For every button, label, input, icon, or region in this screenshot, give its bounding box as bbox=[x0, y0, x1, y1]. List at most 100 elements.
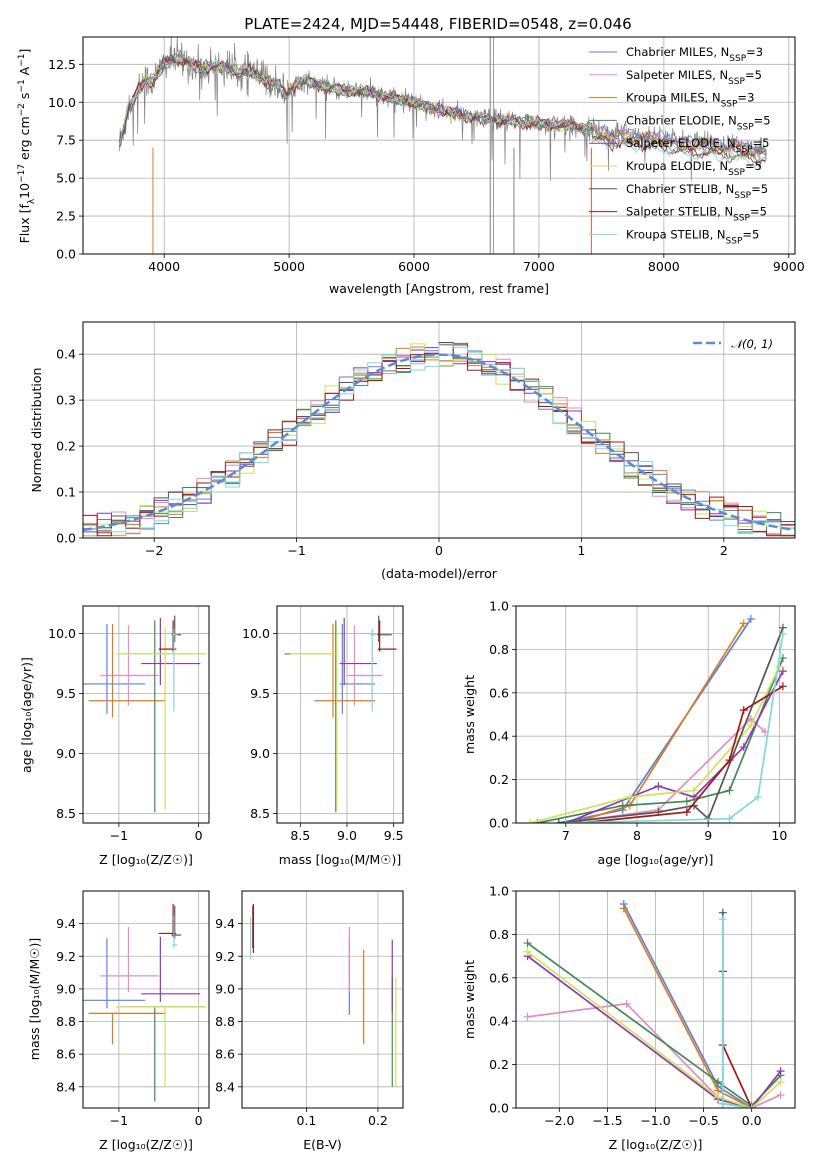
y-tick-label: 5.0 bbox=[56, 171, 76, 186]
weight-point-marker bbox=[682, 808, 691, 817]
weight-point-marker bbox=[739, 619, 748, 628]
x-tick-label: 6000 bbox=[398, 259, 430, 274]
legend: Chabrier MILES, NSSP=3 Salpeter MILES, NS… bbox=[589, 45, 771, 246]
weight-line bbox=[623, 908, 753, 1108]
ticks: 7 8 9 10 0.0 0.2 0.4 0.6 0.8 1.0 bbox=[489, 599, 787, 844]
weight-point-marker bbox=[523, 939, 532, 948]
weight-point-marker bbox=[523, 947, 532, 956]
x-axis-label: wavelength [Angstrom, rest frame] bbox=[329, 281, 549, 296]
weight-point-marker bbox=[778, 667, 787, 676]
weight-point-marker bbox=[775, 662, 784, 671]
spectrum-panel: PLATE=2424, MJD=54448, FIBERID=0548, z=0… bbox=[17, 15, 805, 296]
x-tick-label: 0.0 bbox=[742, 1113, 762, 1128]
weight-point-marker bbox=[625, 792, 634, 801]
errorbar-chabrier-miles bbox=[83, 938, 146, 1009]
y-tick-label: 9.0 bbox=[250, 746, 270, 761]
x-axis-label: Z [log₁₀(Z/Z☉)] bbox=[99, 1137, 193, 1152]
axes-frame bbox=[515, 890, 796, 1109]
weight-vs-metallicity-panel: −2.0 −1.5 −1.0 −0.5 0.0 0.0 0.2 0.4 0.6 0.8 1.0 Z [… bbox=[462, 884, 796, 1152]
weight-point-marker bbox=[576, 819, 585, 823]
weight-series-salpeter-elodie bbox=[561, 667, 787, 823]
weight-point-marker bbox=[739, 706, 748, 715]
weight-point-marker bbox=[523, 1012, 532, 1021]
errorbar-salpeter-elodie bbox=[141, 617, 201, 686]
plot-area bbox=[83, 615, 207, 813]
age-vs-mass-panel: 8.5 9.0 9.5 8.5 9.0 9.5 10.0 mass [log₁₀(M/M☉)] bbox=[242, 605, 404, 867]
mass-vs-extinction-panel: 0.1 0.2 8.4 8.6 8.8 9.0 9.2 9.4 E(B-V) bbox=[215, 890, 404, 1152]
y-tick-label: 0.1 bbox=[56, 485, 76, 500]
weight-series-salpeter-stelib bbox=[576, 682, 787, 823]
grid-lines bbox=[516, 890, 795, 1109]
weight-point-marker bbox=[776, 1077, 785, 1086]
x-axis-label: E(B-V) bbox=[303, 1137, 342, 1152]
y-tick-label: 9.4 bbox=[56, 916, 76, 931]
weight-point-marker bbox=[747, 1104, 756, 1108]
x-tick-label: 7000 bbox=[523, 259, 555, 274]
legend-entry: Chabrier STELIB, NSSP=5 bbox=[626, 182, 768, 201]
weight-point-marker bbox=[746, 721, 755, 730]
residuals-panel: −2 −1 0 1 2 0.0 0.1 0.2 0.3 0.4 (data-model)/error… bbox=[29, 321, 796, 581]
weight-point-marker bbox=[526, 819, 535, 823]
x-tick-label: 2 bbox=[720, 543, 728, 558]
weight-series-kroupa-stelib bbox=[561, 630, 787, 823]
ticks: −2.0 −1.5 −1.0 −0.5 0.0 0.0 0.2 0.4 0.6 0.8 1.0 bbox=[489, 884, 762, 1129]
errorbar-salpeter-miles bbox=[100, 625, 159, 706]
y-tick-label: 9.4 bbox=[215, 916, 235, 931]
weight-series-kroupa-miles bbox=[568, 619, 748, 823]
y-tick-label: 8.5 bbox=[250, 806, 270, 821]
plot-area bbox=[523, 900, 785, 1108]
y-tick-label: 2.5 bbox=[56, 209, 76, 224]
weight-line bbox=[565, 670, 784, 823]
weight-point-marker bbox=[778, 682, 787, 691]
y-tick-label: 0.0 bbox=[56, 247, 76, 262]
x-tick-label: 7 bbox=[562, 828, 570, 843]
y-tick-label: 8.4 bbox=[215, 1079, 235, 1094]
weight-point-marker bbox=[714, 1077, 723, 1086]
weight-point-marker bbox=[776, 1090, 785, 1099]
y-tick-label: 10.0 bbox=[242, 626, 270, 641]
errorbar-kroupa-elodie bbox=[290, 627, 338, 810]
legend-entry: Salpeter ELODIE, NSSP=5 bbox=[626, 136, 769, 155]
grid-lines bbox=[242, 891, 403, 1108]
x-axis-label: mass [log₁₀(M/M☉)] bbox=[279, 852, 401, 867]
weight-point-marker bbox=[778, 630, 787, 639]
legend-entry: Kroupa STELIB, NSSP=5 bbox=[626, 227, 759, 246]
weight-series-chabrier-elodie bbox=[523, 939, 785, 1108]
x-axis-label: Z [log₁₀(Z/Z☉)] bbox=[99, 852, 193, 867]
x-tick-label: 8 bbox=[633, 828, 641, 843]
weight-point-marker bbox=[618, 801, 627, 810]
legend-entry: Chabrier MILES, NSSP=3 bbox=[626, 45, 763, 64]
weight-series-kroupa-elodie bbox=[526, 662, 784, 823]
weight-point-marker bbox=[554, 819, 563, 823]
y-tick-label: 9.5 bbox=[56, 686, 76, 701]
weight-point-marker bbox=[725, 814, 734, 823]
weight-series-chabrier-stelib bbox=[718, 908, 756, 1108]
x-tick-label: 1 bbox=[577, 543, 585, 558]
x-tick-label: 9.5 bbox=[384, 828, 404, 843]
x-axis-label: (data-model)/error bbox=[381, 566, 498, 581]
x-tick-label: −1 bbox=[287, 543, 305, 558]
axes-frame bbox=[82, 890, 210, 1109]
y-axis-label: mass [log₁₀(M/M☉)] bbox=[27, 938, 42, 1060]
y-axis-label: age [log₁₀(age/yr)] bbox=[19, 657, 34, 773]
errorbar-salpeter-stelib bbox=[377, 620, 397, 652]
grid-lines bbox=[83, 891, 209, 1108]
grid-lines bbox=[277, 606, 403, 823]
weight-point-marker bbox=[654, 782, 663, 791]
ticks: −2 −1 0 1 2 0.0 0.1 0.2 0.3 0.4 bbox=[56, 347, 728, 558]
x-tick-label: 5000 bbox=[273, 259, 305, 274]
grid-lines bbox=[516, 605, 795, 824]
y-tick-label: 0.3 bbox=[56, 393, 76, 408]
weight-point-marker bbox=[561, 819, 570, 823]
y-tick-label: 8.5 bbox=[56, 806, 76, 821]
y-tick-label: 8.8 bbox=[215, 1014, 235, 1029]
axes-frame bbox=[515, 605, 796, 824]
y-axis-label: mass weight bbox=[462, 675, 477, 754]
ticks: 0.1 0.2 8.4 8.6 8.8 9.0 9.2 9.4 bbox=[215, 916, 388, 1128]
weight-line bbox=[526, 951, 782, 1108]
age-vs-metallicity-panel: −1 0 8.5 9.0 9.5 10.0 Z [log₁₀(Z/Z☉)] age [log₁… bbox=[19, 605, 210, 867]
weight-series-chabrier-elodie bbox=[533, 654, 787, 823]
y-tick-label: 0.6 bbox=[489, 970, 509, 985]
x-tick-label: −1.0 bbox=[640, 1113, 670, 1128]
y-tick-label: 12.5 bbox=[48, 57, 76, 72]
